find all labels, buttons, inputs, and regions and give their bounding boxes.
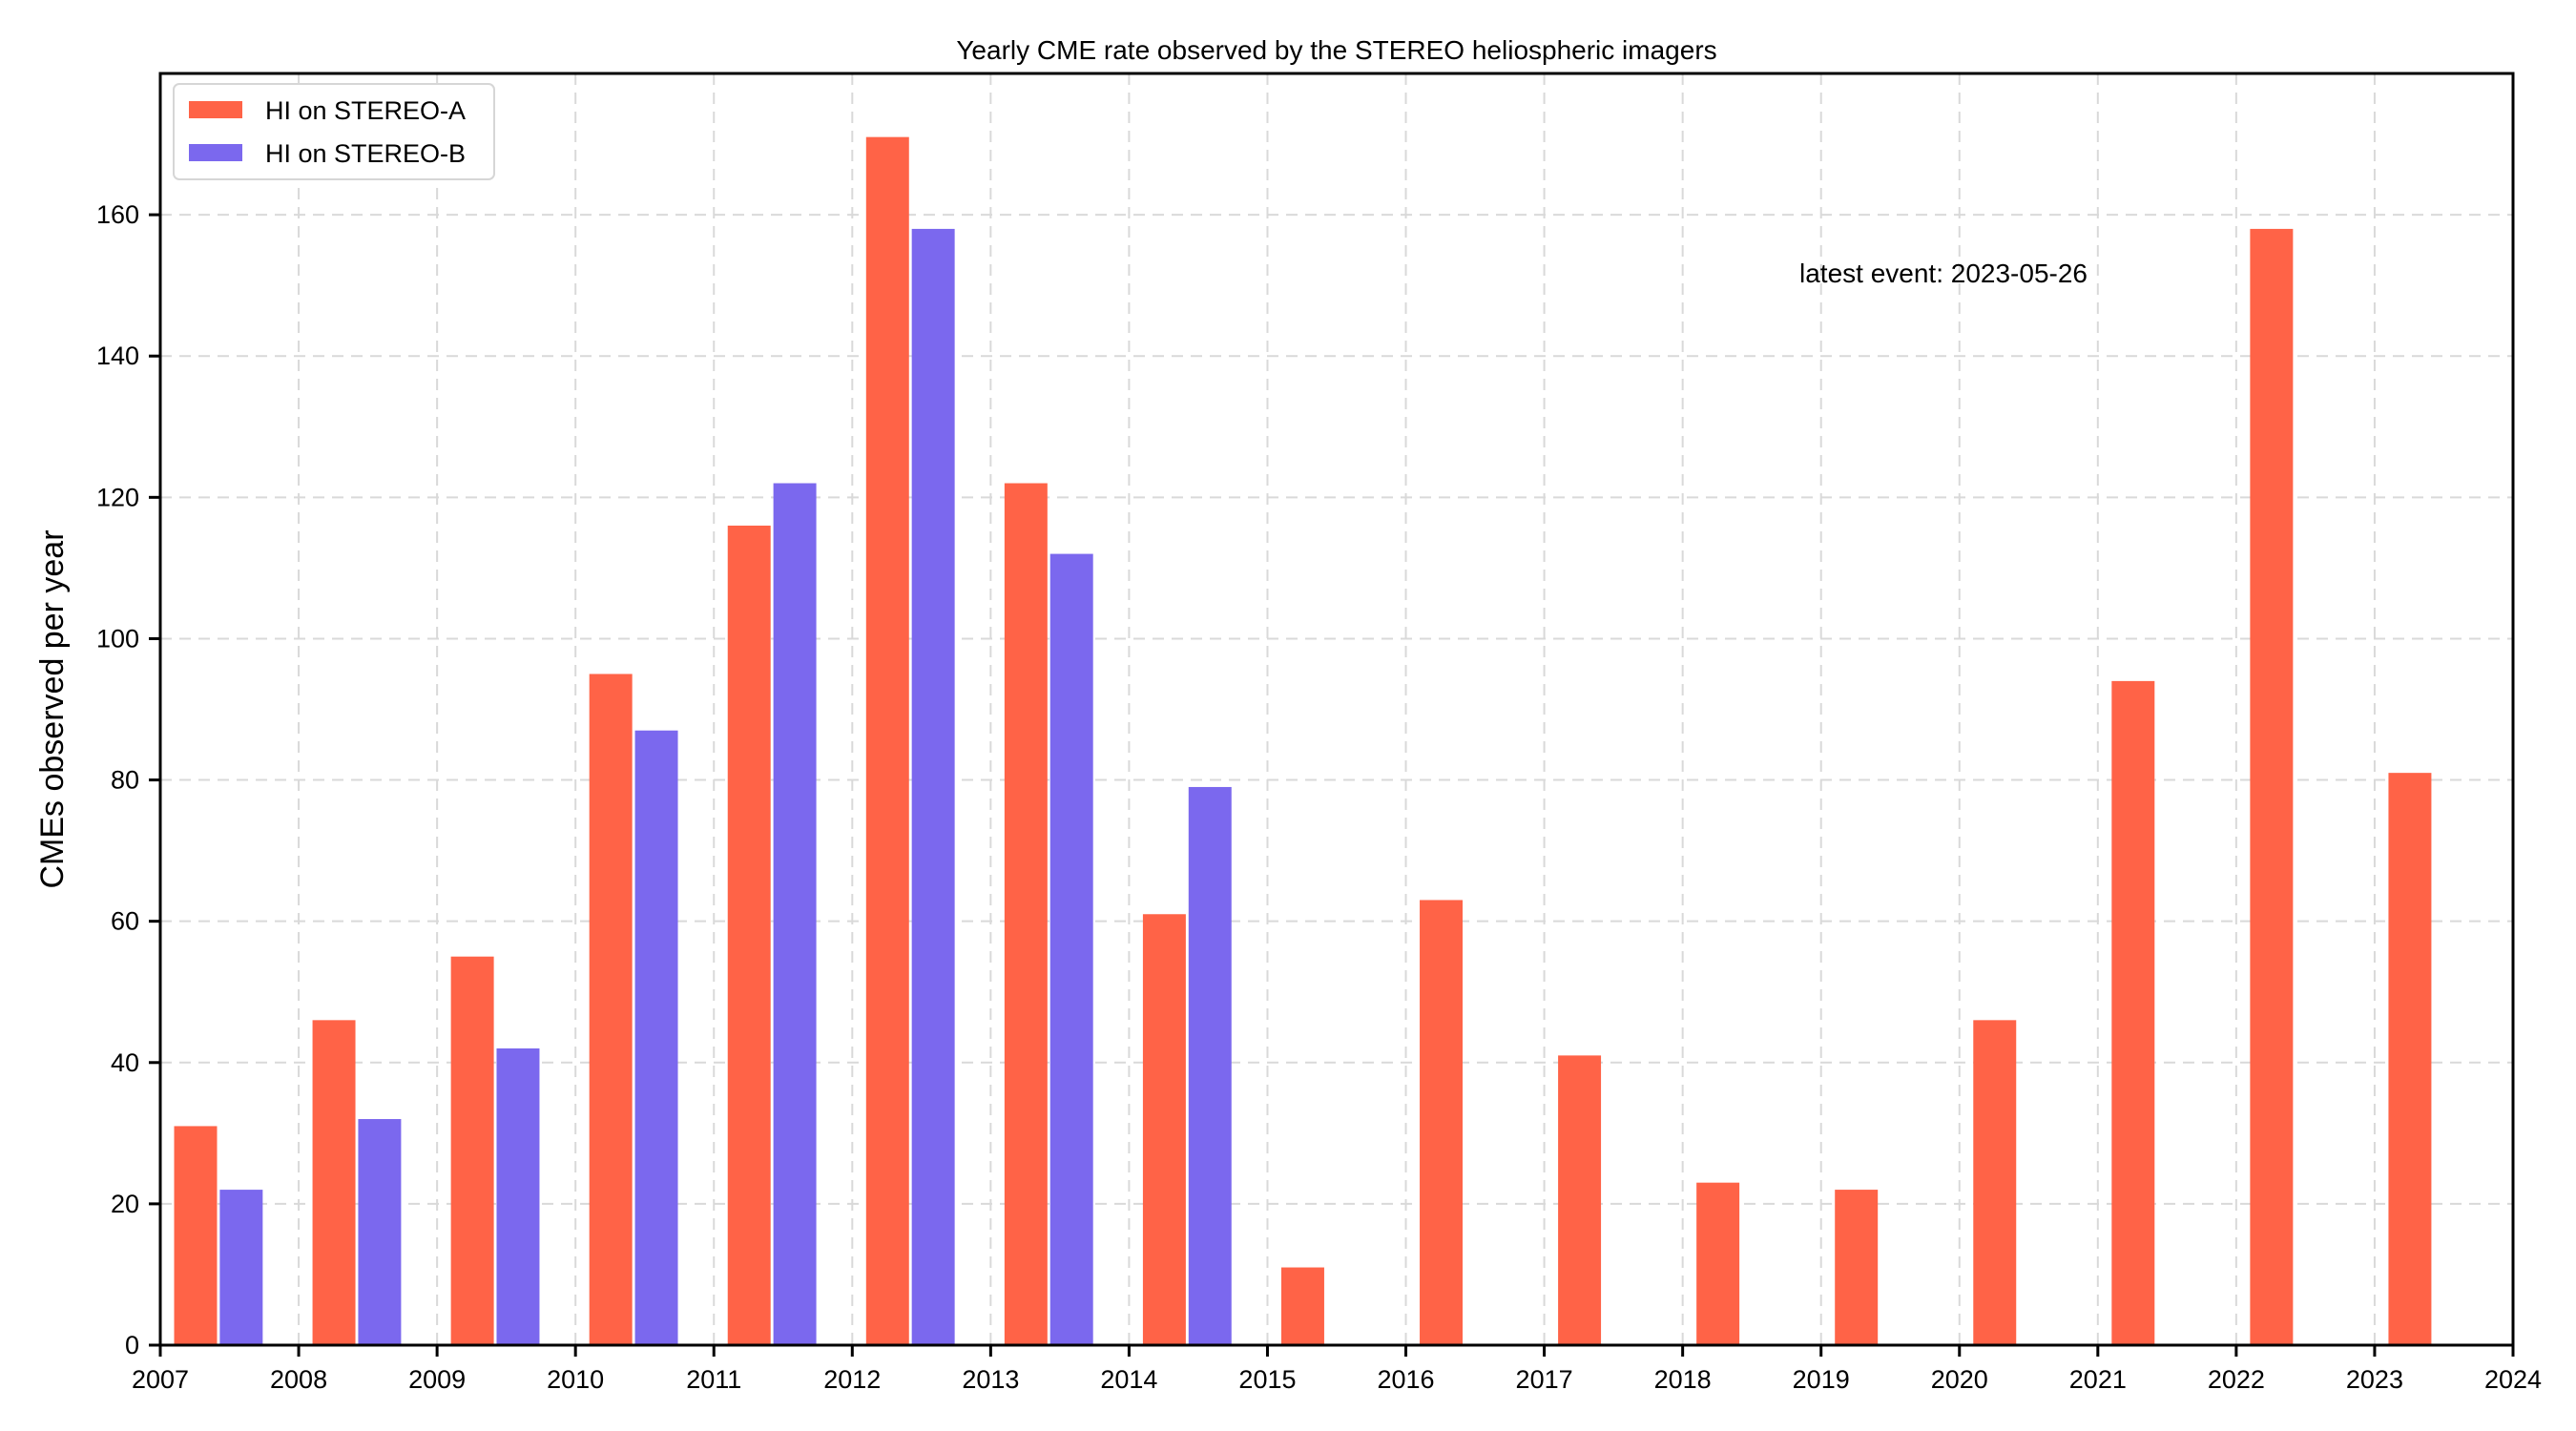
legend-label: HI on STEREO-A — [265, 96, 466, 125]
bar-stereo-a — [1004, 483, 1048, 1345]
legend-swatch — [189, 144, 242, 161]
bar-stereo-a — [1142, 914, 1186, 1345]
y-tick-label: 20 — [111, 1190, 139, 1218]
x-tick-label: 2020 — [1931, 1365, 1988, 1394]
x-tick-label: 2007 — [132, 1365, 189, 1394]
bar-stereo-b — [773, 483, 817, 1345]
bar-stereo-a — [174, 1126, 218, 1345]
x-tick-label: 2016 — [1377, 1365, 1434, 1394]
x-tick-label: 2010 — [547, 1365, 604, 1394]
bar-stereo-b — [911, 228, 955, 1345]
x-tick-label: 2018 — [1654, 1365, 1712, 1394]
bar-stereo-b — [496, 1047, 540, 1345]
y-tick-label: 40 — [111, 1048, 139, 1077]
x-tick-label: 2012 — [823, 1365, 881, 1394]
y-tick-label: 100 — [96, 624, 139, 653]
chart-title: Yearly CME rate observed by the STEREO h… — [956, 35, 1716, 65]
legend-box — [173, 83, 495, 180]
x-tick-label: 2021 — [2069, 1365, 2127, 1394]
y-tick-label: 60 — [111, 907, 139, 936]
x-tick-label: 2024 — [2484, 1365, 2542, 1394]
bar-stereo-a — [1835, 1190, 1879, 1345]
x-tick-label: 2017 — [1516, 1365, 1573, 1394]
x-tick-label: 2014 — [1100, 1365, 1157, 1394]
bar-stereo-b — [1188, 786, 1232, 1345]
axis-ticks: 2007 2008 2009 2010 2011 2012 2013 2014 2015 2016… — [96, 200, 2542, 1394]
bars — [174, 136, 2432, 1345]
bar-stereo-b — [219, 1190, 263, 1345]
bar-stereo-b — [358, 1119, 402, 1345]
bar-stereo-a — [589, 674, 633, 1345]
bar-stereo-a — [865, 136, 909, 1345]
x-tick-label: 2019 — [1793, 1365, 1850, 1394]
bar-stereo-a — [1420, 900, 1464, 1345]
x-tick-label: 2009 — [408, 1365, 466, 1394]
bar-stereo-b — [634, 730, 678, 1345]
y-tick-label: 80 — [111, 766, 139, 795]
x-tick-label: 2015 — [1238, 1365, 1296, 1394]
x-tick-label: 2008 — [270, 1365, 327, 1394]
x-tick-label: 2022 — [2208, 1365, 2265, 1394]
bar-stereo-a — [1696, 1182, 1740, 1345]
x-tick-label: 2011 — [686, 1365, 741, 1394]
bar-stereo-a — [1558, 1055, 1602, 1345]
y-tick-label: 0 — [125, 1331, 139, 1359]
bar-stereo-b — [1049, 553, 1093, 1345]
plot-frame — [158, 72, 2515, 1347]
bar-stereo-a — [2388, 773, 2432, 1345]
latest-event-annotation: latest event: 2023-05-26 — [1799, 259, 2088, 288]
x-tick-label: 2013 — [962, 1365, 1019, 1394]
y-tick-label: 120 — [96, 483, 139, 511]
bar-stereo-a — [1280, 1267, 1324, 1345]
bar-stereo-a — [2111, 680, 2155, 1345]
grid-lines — [160, 73, 2513, 1345]
bar-stereo-a — [312, 1020, 356, 1345]
bar-stereo-a — [1973, 1020, 2017, 1345]
y-tick-label: 160 — [96, 200, 139, 229]
bar-stereo-a — [727, 525, 771, 1345]
legend-label: HI on STEREO-B — [265, 139, 466, 168]
y-tick-label: 140 — [96, 342, 139, 370]
bar-stereo-a — [450, 956, 494, 1345]
x-tick-label: 2023 — [2346, 1365, 2403, 1394]
bar-stereo-a — [2250, 228, 2294, 1345]
y-axis-label: CMEs observed per year — [34, 529, 71, 888]
legend: HI on STEREO-A HI on STEREO-B — [173, 83, 495, 180]
legend-swatch — [189, 101, 242, 118]
